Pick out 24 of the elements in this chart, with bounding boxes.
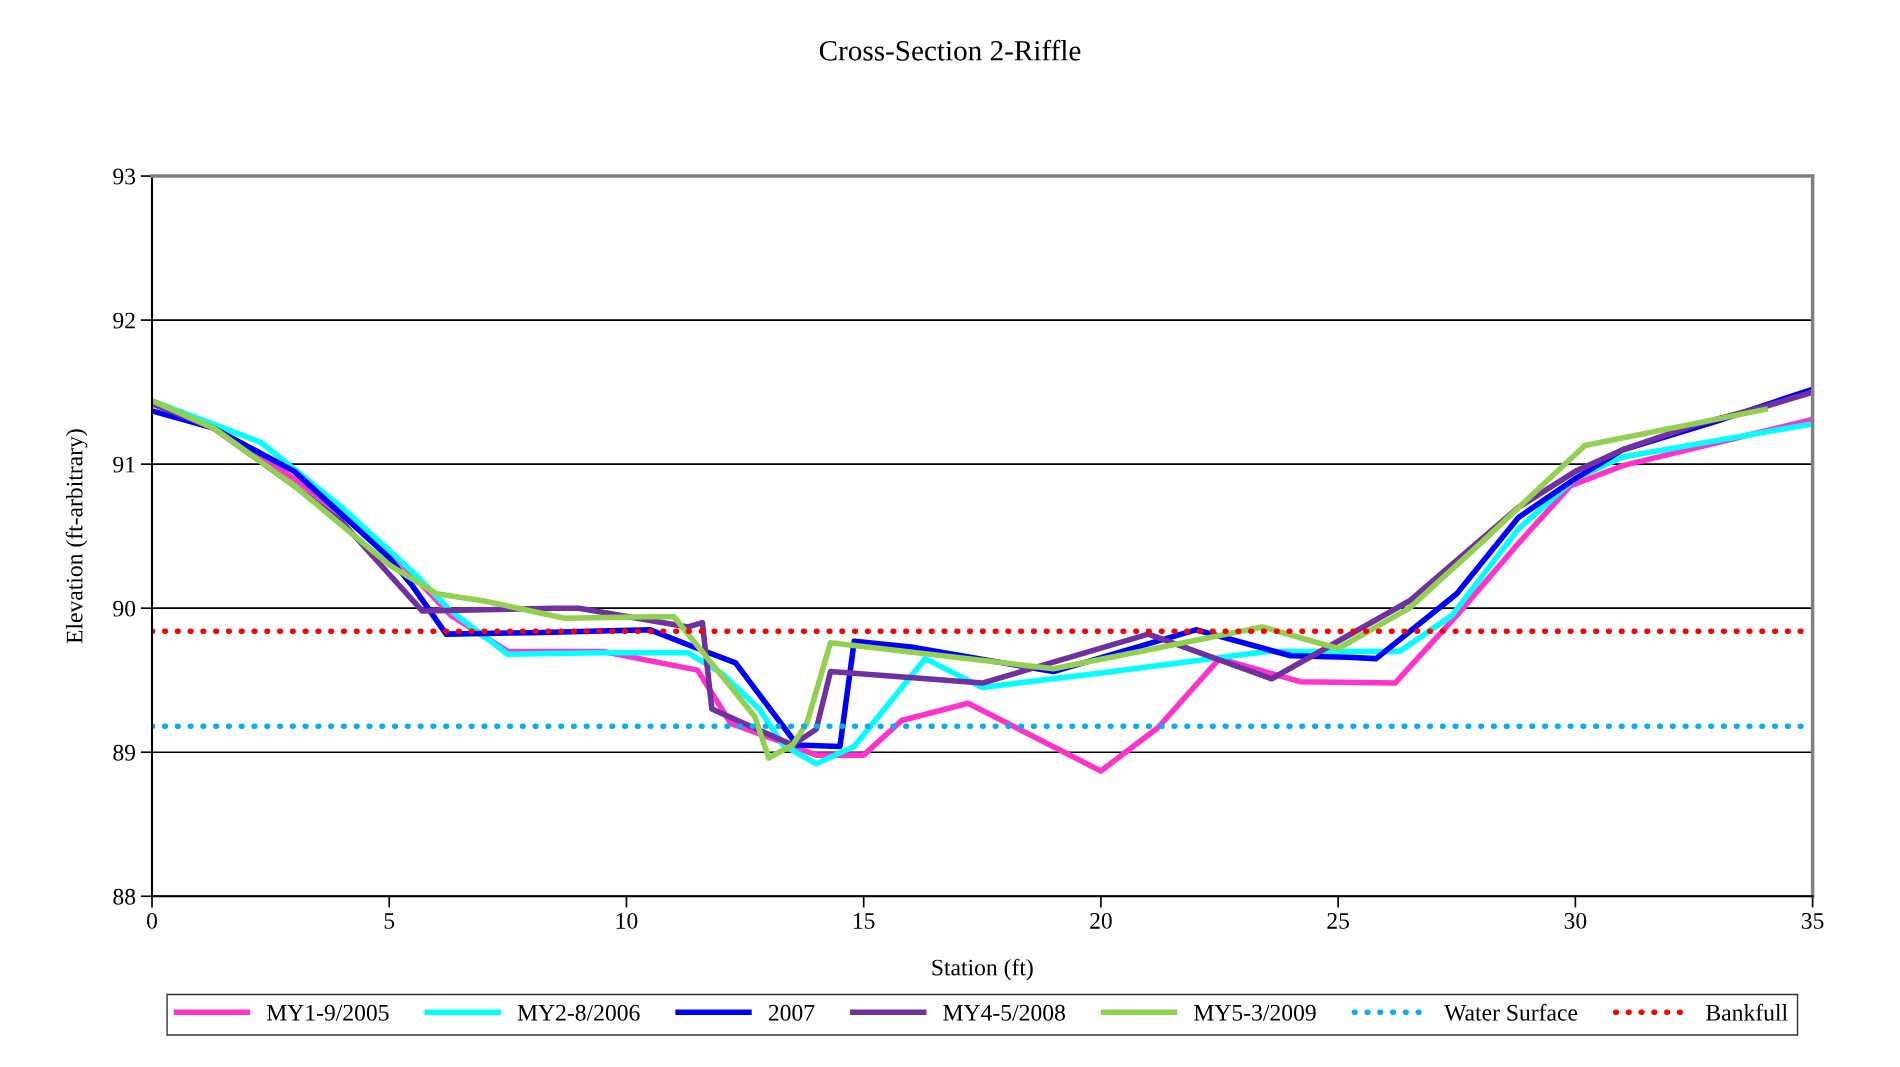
x-axis-title: Station (ft) [932, 958, 1033, 981]
y-tick-label: 93 [113, 168, 136, 185]
x-tick-label: 25 [1327, 913, 1350, 929]
x-tick-label: 5 [384, 913, 395, 929]
y-tick-label: 89 [113, 744, 136, 761]
legend-label: 2007 [768, 1004, 815, 1021]
legend-label: MY5-3/2009 [1194, 1004, 1316, 1021]
x-tick-label: 0 [147, 912, 157, 929]
chart-title: Cross-Section 2-Riffle [819, 39, 1081, 61]
y-tick-label: 92 [113, 312, 135, 329]
x-tick-label: 30 [1564, 912, 1587, 929]
y-axis-title: Elevation (ft-arbitrary) [65, 429, 88, 644]
legend-label: MY4-5/2008 [943, 1004, 1065, 1021]
legend-label: MY1-9/2005 [266, 1004, 389, 1021]
y-tick-label: 91 [113, 456, 135, 473]
legend-label: Bankfull [1706, 1003, 1788, 1021]
y-tick-label: 90 [113, 600, 136, 617]
x-tick-label: 15 [853, 913, 875, 929]
y-tick-label: 88 [113, 888, 136, 905]
x-tick-label: 20 [1090, 912, 1112, 929]
x-tick-label: 35 [1801, 913, 1824, 929]
legend-label: MY2-8/2006 [517, 1004, 640, 1021]
legend-label: Water Surface [1444, 1003, 1578, 1021]
x-tick-label: 10 [616, 912, 638, 929]
